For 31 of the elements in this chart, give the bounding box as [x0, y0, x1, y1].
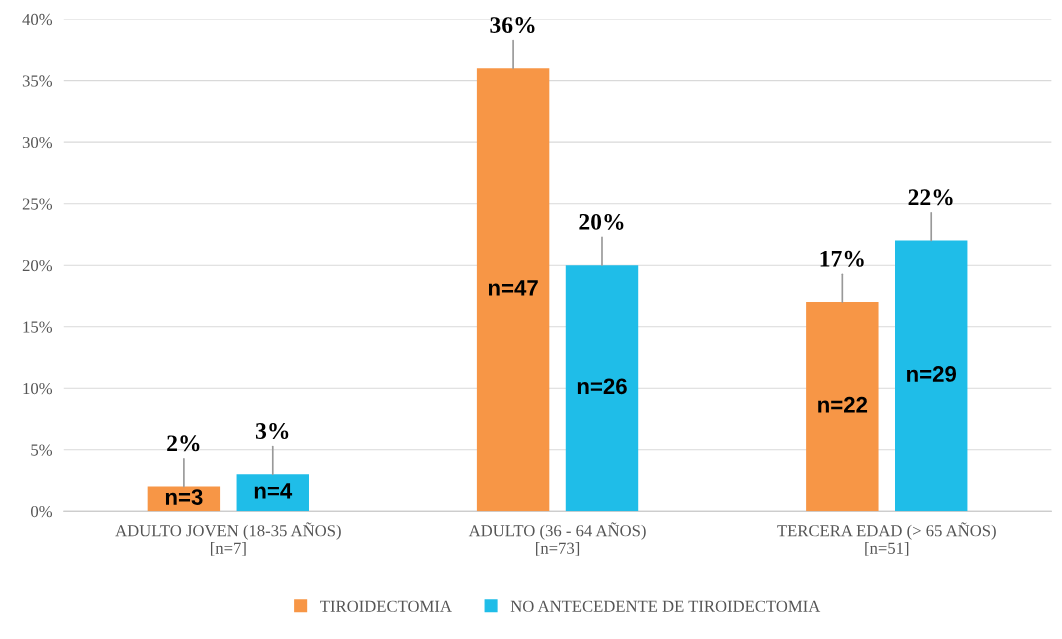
bar [236, 474, 309, 512]
x-tick-label: TERCERA EDAD (> 65 AÑOS) [n=51] [777, 522, 996, 556]
annotation: n=26 [577, 378, 627, 395]
y-tick-label: 15% [23, 321, 53, 333]
y-tick-label: 10% [23, 382, 53, 395]
data-label: 2% [167, 435, 200, 452]
x-tick-label: ADULTO JOVEN (18-35 AÑOS) [n=7] [115, 522, 341, 556]
data-label: 22% [908, 189, 953, 206]
data-label: 17% [820, 250, 864, 267]
bar [806, 302, 879, 512]
legend-label: TIROIDECTOMIA [320, 600, 452, 612]
data-label: 20% [579, 213, 624, 230]
y-tick-label: 0% [31, 505, 53, 518]
annotation: n=29 [907, 366, 957, 382]
annotation: n=22 [818, 396, 868, 413]
y-tick-label: 5% [31, 444, 53, 456]
data-label: 36% [490, 17, 535, 34]
y-tick-label: 25% [22, 198, 53, 210]
bar [565, 265, 639, 512]
annotation: n=3 [165, 489, 203, 505]
annotation: n=4 [254, 483, 293, 499]
legend-label: NO ANTECEDENTE DE TIROIDECTOMIA [510, 600, 821, 612]
annotation: n=47 [488, 280, 538, 296]
data-label: 3% [255, 423, 289, 440]
y-tick-label: 20% [22, 259, 53, 272]
y-tick-label: 30% [22, 136, 53, 149]
bar [895, 240, 968, 512]
y-tick-label: 35% [22, 75, 53, 87]
bar [476, 68, 550, 512]
x-tick-label: ADULTO (36 - 64 AÑOS) [n=73] [468, 522, 646, 556]
y-tick-label: 40% [22, 13, 53, 26]
